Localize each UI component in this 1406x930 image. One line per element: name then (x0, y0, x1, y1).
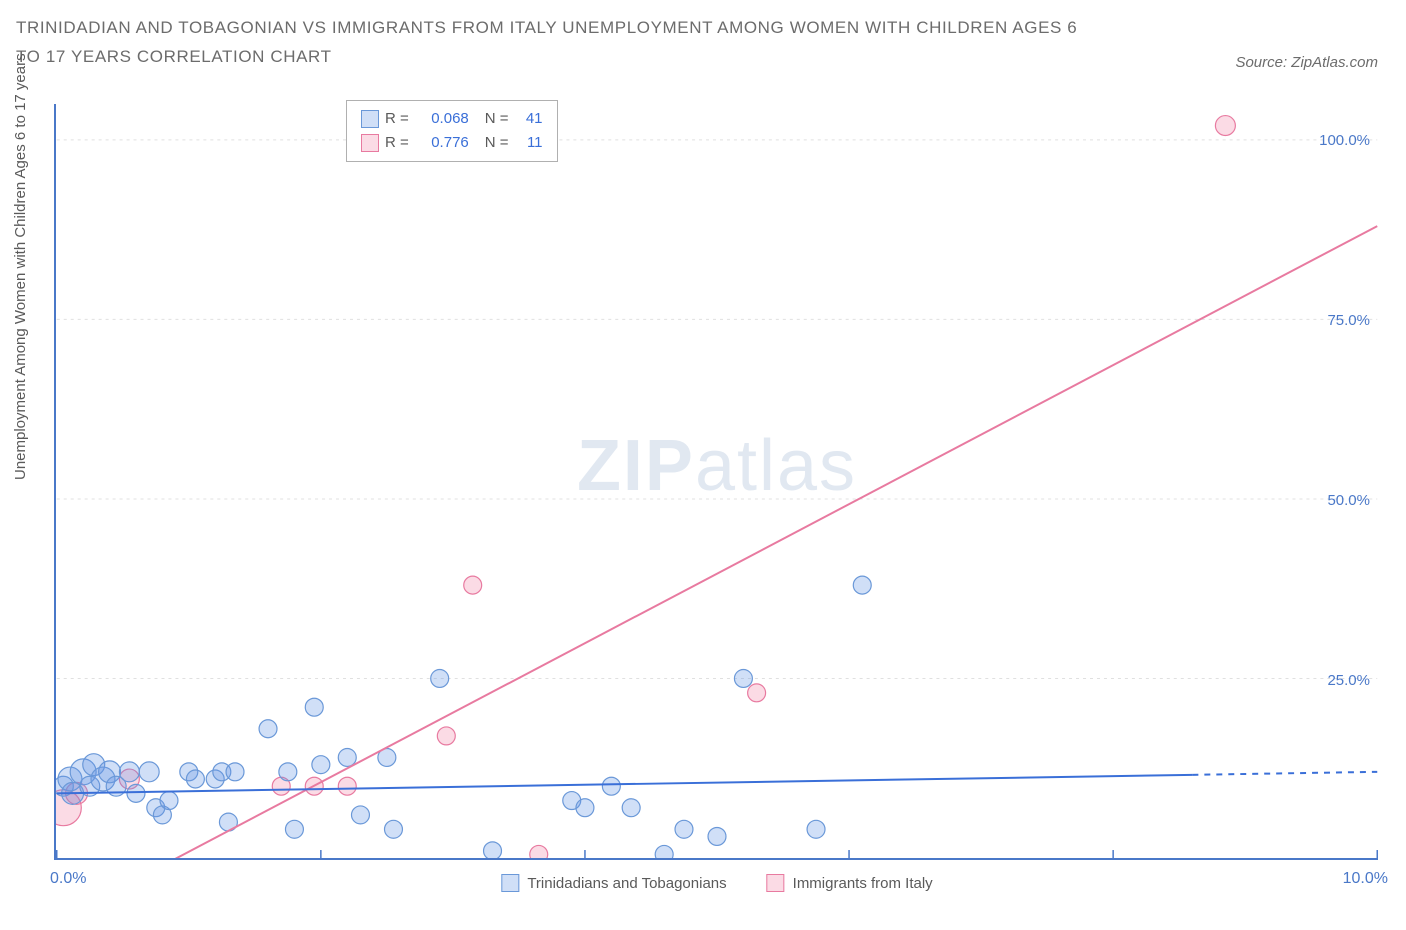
source-credit: Source: ZipAtlas.com (1235, 54, 1378, 71)
plot-canvas (56, 104, 1378, 858)
legend-item-blue: Trinidadians and Tobagonians (501, 874, 726, 892)
legend-item-pink: Immigrants from Italy (767, 874, 933, 892)
y-tick-label: 50.0% (1327, 492, 1370, 509)
n-value-pink: 11 (515, 131, 543, 155)
r-label: R = (385, 131, 409, 155)
legend-swatch-pink (767, 874, 785, 892)
n-label: N = (485, 131, 509, 155)
y-tick-label: 100.0% (1319, 132, 1370, 149)
n-label: N = (485, 107, 509, 131)
legend-label-blue: Trinidadians and Tobagonians (527, 875, 726, 892)
legend-row-blue: R = 0.068 N = 41 (361, 107, 543, 131)
legend-row-pink: R = 0.776 N = 11 (361, 131, 543, 155)
stats-legend: R = 0.068 N = 41 R = 0.776 N = 11 (346, 100, 558, 162)
r-value-blue: 0.068 (415, 107, 469, 131)
r-label: R = (385, 107, 409, 131)
legend-swatch-blue (501, 874, 519, 892)
n-value-blue: 41 (515, 107, 543, 131)
y-axis-label: Unemployment Among Women with Children A… (12, 53, 29, 480)
r-value-pink: 0.776 (415, 131, 469, 155)
y-tick-label: 25.0% (1327, 672, 1370, 689)
legend-swatch-blue (361, 110, 379, 128)
scatter-chart: ZIPatlas R = 0.068 N = 41 R = 0.776 N = … (54, 104, 1378, 860)
x-tick-label: 0.0% (50, 870, 86, 888)
legend-swatch-pink (361, 134, 379, 152)
y-tick-label: 75.0% (1327, 312, 1370, 329)
page-title: TRINIDADIAN AND TOBAGONIAN VS IMMIGRANTS… (16, 14, 1096, 72)
x-tick-label: 10.0% (1343, 870, 1388, 888)
legend-label-pink: Immigrants from Italy (793, 875, 933, 892)
series-legend: Trinidadians and Tobagonians Immigrants … (501, 874, 932, 892)
